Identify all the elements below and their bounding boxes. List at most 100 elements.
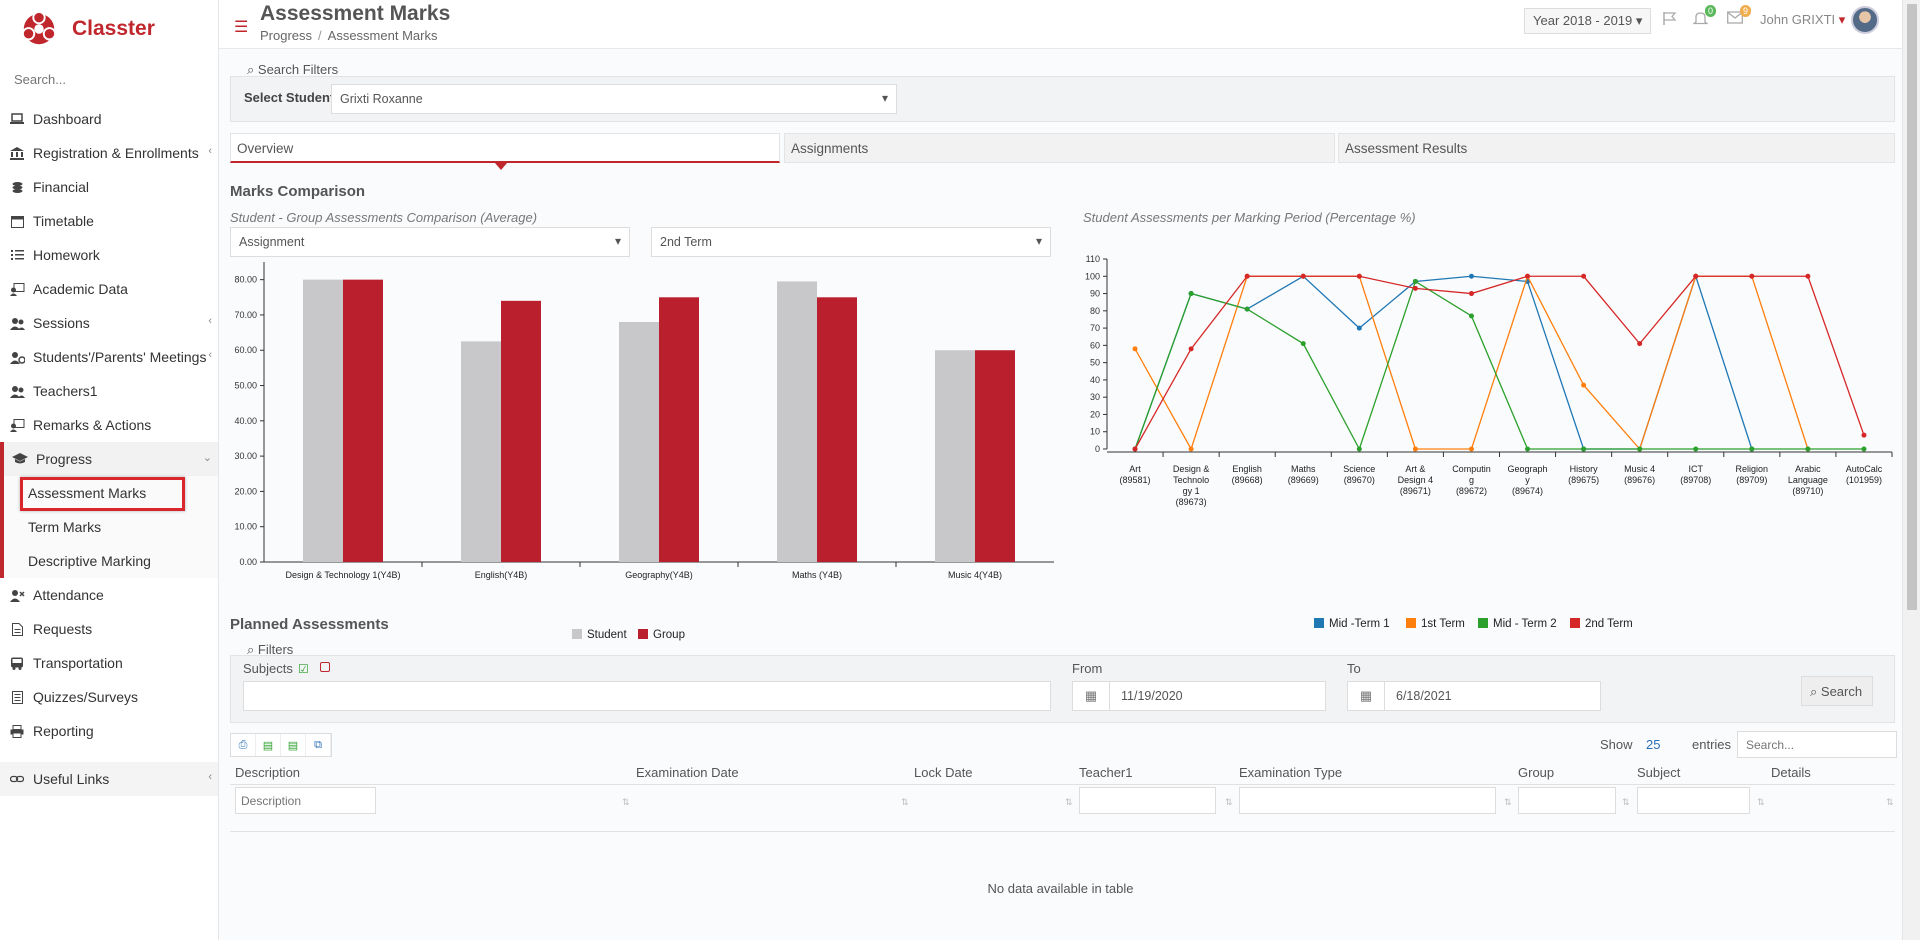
series-point	[1525, 446, 1531, 452]
sidebar-item-financial[interactable]: Financial	[0, 170, 218, 204]
sidebar-item-quizzes[interactable]: Quizzes/Surveys	[0, 680, 218, 714]
copy-icon[interactable]: ⧉	[306, 734, 331, 756]
excel-export-icon[interactable]: ▤	[256, 734, 281, 756]
column-header-subject[interactable]: Subject	[1637, 765, 1681, 780]
scrollbar-thumb[interactable]	[1907, 4, 1917, 610]
series-line	[1134, 274, 1809, 451]
bell-icon[interactable]: 0	[1692, 5, 1716, 30]
bar-chart: 0.00 10.00 20.00 30.00 40.00 50.00 60.00 70.00 8…	[234, 262, 1054, 641]
calendar-icon[interactable]: ▦	[1073, 682, 1110, 710]
term-select[interactable]: 2nd Term	[651, 227, 1051, 257]
brand[interactable]: Classter	[0, 0, 218, 58]
sidebar-item-requests[interactable]: Requests	[0, 612, 218, 646]
series-point	[1412, 285, 1418, 291]
sort-icon[interactable]: ⇅	[901, 797, 909, 807]
sidebar-item-label: Reporting	[33, 723, 94, 739]
user-menu[interactable]: John GRIXTI ▾	[1760, 12, 1845, 28]
column-header-details[interactable]: Details	[1771, 765, 1811, 780]
sidebar-item-teachers[interactable]: Teachers1	[0, 374, 218, 408]
breadcrumb-item[interactable]: Progress	[260, 28, 313, 43]
series-point	[1132, 346, 1138, 352]
csv-export-icon[interactable]: ▤	[281, 734, 306, 756]
x-tick-line: y	[1525, 475, 1530, 485]
student-select[interactable]: Grixti Roxanne	[331, 84, 897, 114]
sidebar-item-attendance[interactable]: Attendance	[0, 578, 218, 612]
series-line	[1134, 280, 1864, 451]
sidebar-subitem-descriptive-marking[interactable]: Descriptive Marking	[4, 544, 218, 578]
page-scrollbar[interactable]	[1902, 0, 1920, 940]
x-tick-line: AutoCalc	[1846, 464, 1883, 474]
y-tick-label: 40	[1090, 375, 1100, 385]
flag-icon[interactable]	[1662, 11, 1677, 30]
sort-icon[interactable]: ⇅	[1886, 797, 1894, 807]
deselect-all-icon[interactable]	[320, 662, 330, 672]
chevron-left-icon: ‹	[208, 315, 212, 327]
assessment-type-select[interactable]: Assignment	[230, 227, 630, 257]
sort-icon[interactable]: ⇅	[1504, 797, 1512, 807]
bar-group	[501, 300, 541, 562]
group-filter-input[interactable]	[1518, 787, 1616, 814]
sort-icon[interactable]: ⇅	[1757, 797, 1765, 807]
x-tick-line: (89669)	[1288, 475, 1319, 485]
subject-filter-input[interactable]	[1637, 787, 1750, 814]
sort-icon[interactable]: ⇅	[1065, 797, 1073, 807]
sidebar-subitem-assessment-marks[interactable]: Assessment Marks	[4, 476, 218, 511]
tab-assessment-results[interactable]: Assessment Results	[1338, 133, 1895, 163]
tab-overview[interactable]: Overview	[230, 133, 780, 170]
sort-icon[interactable]: ⇅	[622, 797, 630, 807]
search-button[interactable]: ⌕ Search	[1801, 676, 1873, 706]
sidebar-item-remarks[interactable]: Remarks & Actions	[0, 408, 218, 442]
sidebar-item-sessions[interactable]: Sessions ‹	[0, 306, 218, 340]
from-date-field[interactable]: ▦ 11/19/2020	[1072, 681, 1326, 711]
sidebar-item-reporting[interactable]: Reporting	[0, 714, 218, 748]
hamburger-menu-icon[interactable]: ☰	[234, 19, 249, 36]
select-all-check-icon[interactable]: ☑	[298, 662, 309, 676]
column-header-examination-date[interactable]: Examination Date	[636, 765, 739, 780]
sidebar-item-label: Requests	[33, 621, 93, 637]
tab-assignments[interactable]: Assignments	[784, 133, 1335, 163]
to-date-field[interactable]: ▦ 6/18/2021	[1347, 681, 1601, 711]
sidebar-item-dashboard[interactable]: Dashboard	[0, 102, 218, 136]
column-header-group[interactable]: Group	[1518, 765, 1555, 780]
column-header-description[interactable]: Description	[235, 765, 301, 780]
teacher-filter-input[interactable]	[1079, 787, 1216, 814]
user-board-icon	[9, 417, 25, 433]
series-point	[1188, 291, 1194, 297]
sidebar-item-transportation[interactable]: Transportation	[0, 646, 218, 680]
bar-group	[975, 350, 1015, 562]
examination-type-filter-input[interactable]	[1239, 787, 1496, 814]
x-tick-line: Art &	[1405, 464, 1425, 474]
calendar-icon[interactable]: ▦	[1348, 682, 1385, 710]
sidebar-item-useful-links[interactable]: Useful Links ‹	[0, 762, 218, 796]
link-icon	[9, 771, 25, 787]
sidebar-item-academic-data[interactable]: Academic Data	[0, 272, 218, 306]
sidebar-subitem-term-marks[interactable]: Term Marks	[4, 510, 218, 544]
avatar[interactable]	[1851, 6, 1879, 34]
column-header-teacher[interactable]: Teacher1	[1079, 765, 1133, 780]
sidebar-item-registration[interactable]: Registration & Enrollments ‹	[0, 136, 218, 170]
sidebar-nav-lower: Attendance Requests Transportation Quizz…	[0, 578, 218, 796]
column-header-lock-date[interactable]: Lock Date	[914, 765, 973, 780]
sort-icon[interactable]: ⇅	[1225, 797, 1233, 807]
description-filter-input[interactable]	[235, 787, 376, 814]
envelope-icon[interactable]: 9	[1727, 5, 1751, 28]
year-dropdown[interactable]: Year 2018 - 2019 ▾	[1524, 8, 1652, 34]
x-tick-label: English (89668)	[1232, 464, 1263, 485]
sidebar-item-homework[interactable]: Homework	[0, 238, 218, 272]
sidebar-item-meetings[interactable]: Students'/Parents' Meetings ‹	[0, 340, 218, 374]
filters-label: Filters	[257, 642, 294, 657]
sidebar-search-input[interactable]	[14, 72, 204, 87]
column-header-examination-type[interactable]: Examination Type	[1239, 765, 1343, 780]
table-search-input[interactable]	[1737, 731, 1897, 758]
sort-icon[interactable]: ⇅	[1622, 797, 1630, 807]
breadcrumb: Progress / Assessment Marks	[260, 28, 437, 43]
print-icon[interactable]: ⎙	[231, 734, 256, 756]
subjects-input[interactable]	[243, 681, 1051, 711]
sidebar-item-progress[interactable]: Progress ⌄	[0, 442, 218, 476]
page-size-select[interactable]: 25	[1646, 737, 1661, 752]
sidebar-item-timetable[interactable]: Timetable	[0, 204, 218, 238]
y-tick-label: 90	[1090, 289, 1100, 299]
search-filters-label: Search Filters	[257, 62, 339, 77]
legend-label: Group	[653, 629, 685, 641]
sidebar-item-label: Useful Links	[33, 771, 110, 787]
